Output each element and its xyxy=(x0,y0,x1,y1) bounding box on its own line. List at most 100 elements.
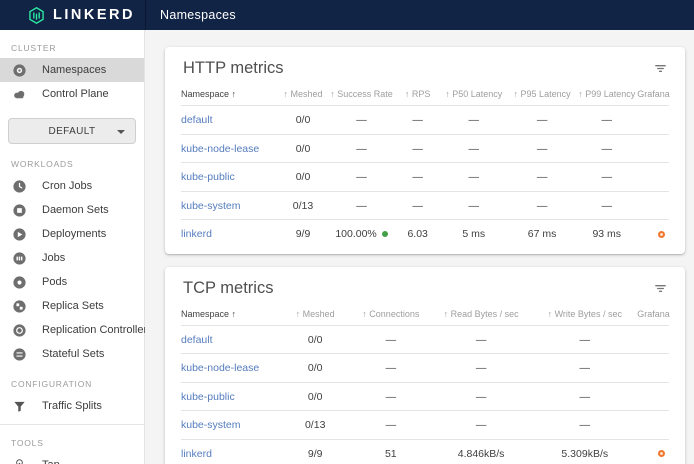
table-row: kube-system 0/13 — — — xyxy=(181,410,669,439)
sidebar-item[interactable]: Daemon Sets xyxy=(0,198,144,222)
sidebar-item[interactable]: Namespaces xyxy=(0,58,144,82)
p50-latency-value: 5 ms xyxy=(439,219,508,248)
sidebar-item[interactable]: Tap xyxy=(0,453,144,464)
daemon-sets-icon xyxy=(12,203,27,218)
tcp-col-read-bytes[interactable]: ↑ Read Bytes / sec xyxy=(443,308,519,319)
http-col-p50-latency[interactable]: ↑ P50 Latency xyxy=(445,89,503,99)
traffic-splits-icon xyxy=(12,399,27,414)
filter-icon[interactable] xyxy=(651,60,669,78)
p50-latency-value: — xyxy=(439,162,508,191)
p95-latency-value: — xyxy=(507,190,577,220)
meshed-value: 0/13 xyxy=(278,190,328,220)
read-bytes-value: — xyxy=(429,324,533,354)
cron-jobs-icon xyxy=(12,179,27,194)
namespace-link[interactable]: kube-public xyxy=(181,390,235,403)
stateful-sets-icon xyxy=(12,347,27,362)
rps-value: — xyxy=(395,190,440,220)
logo-text: LINKERD xyxy=(53,7,135,23)
write-bytes-value: — xyxy=(532,410,638,439)
http-col-p99-latency[interactable]: ↑ P99 Latency xyxy=(578,89,636,99)
sidebar-item-label: Tap xyxy=(42,459,60,464)
sidebar-item[interactable]: Replica Sets xyxy=(0,294,144,318)
sidebar-item-label: Cron Jobs xyxy=(42,180,93,192)
success-rate-value: 100.00% xyxy=(327,219,396,248)
tools-items: Tap Top xyxy=(0,453,144,464)
replica-sets-icon xyxy=(12,299,27,314)
http-table-body: default 0/0 — — — — — kube-node-lease xyxy=(181,105,669,248)
tcp-col-meshed[interactable]: ↑ Meshed xyxy=(295,308,335,319)
p95-latency-value: — xyxy=(507,133,577,163)
connections-value: — xyxy=(351,381,430,411)
section-label-tools: TOOLS xyxy=(11,438,44,448)
namespace-link[interactable]: linkerd xyxy=(181,447,212,460)
linkerd-logo[interactable]: LINKERD xyxy=(0,0,145,30)
namespace-link[interactable]: default xyxy=(181,114,213,126)
table-row: kube-public 0/0 — — — — — xyxy=(181,162,669,191)
main-content: HTTP metrics Namespace ↑ ↑ Meshed ↑ Succ… xyxy=(145,30,694,464)
namespaces-icon xyxy=(12,63,27,78)
read-bytes-value: — xyxy=(429,353,533,382)
grafana-link-icon[interactable] xyxy=(658,450,665,458)
http-col-success-rate[interactable]: ↑ Success Rate xyxy=(330,89,393,99)
sidebar-item-label: Stateful Sets xyxy=(42,348,105,360)
write-bytes-value: — xyxy=(532,381,638,411)
sidebar-item[interactable]: Traffic Splits xyxy=(0,394,144,418)
table-row: default 0/0 — — — — — xyxy=(181,105,669,134)
deployments-icon xyxy=(12,227,27,242)
section-label-configuration: CONFIGURATION xyxy=(11,379,93,389)
table-row: kube-public 0/0 — — — xyxy=(181,381,669,411)
tcp-col-write-bytes[interactable]: ↑ Write Bytes / sec xyxy=(547,308,622,319)
namespace-link[interactable]: kube-public xyxy=(181,171,235,183)
tools-section: TOOLS Tap Top xyxy=(0,424,144,464)
namespace-selector-dropdown[interactable]: DEFAULT xyxy=(8,118,136,144)
tcp-metrics-title: TCP metrics xyxy=(183,278,274,297)
write-bytes-value: — xyxy=(532,324,638,354)
table-row: kube-node-lease 0/0 — — — — — xyxy=(181,133,669,163)
http-col-grafana: Grafana xyxy=(637,89,670,99)
section-label-cluster: CLUSTER xyxy=(11,43,57,53)
table-row: kube-system 0/13 — — — — — xyxy=(181,190,669,220)
sidebar-item[interactable]: Control Plane xyxy=(0,82,144,106)
read-bytes-value: — xyxy=(429,381,533,411)
namespace-link[interactable]: kube-system xyxy=(181,199,241,212)
meshed-value: 0/0 xyxy=(278,162,328,191)
namespace-link[interactable]: kube-node-lease xyxy=(181,142,260,155)
p50-latency-value: — xyxy=(439,105,508,134)
sidebar-item-label: Replication Controllers xyxy=(42,324,153,336)
filter-icon[interactable] xyxy=(651,279,669,297)
tcp-table-header-row: Namespace ↑ ↑ Meshed ↑ Connections ↑ Rea… xyxy=(181,302,670,326)
namespace-link[interactable]: kube-system xyxy=(181,419,241,431)
sidebar-item[interactable]: Cron Jobs xyxy=(0,174,144,198)
sidebar-item-label: Namespaces xyxy=(42,64,107,76)
tcp-col-namespace[interactable]: Namespace ↑ xyxy=(181,308,237,319)
grafana-link-icon[interactable] xyxy=(658,230,665,238)
tcp-metrics-card: TCP metrics Namespace ↑ ↑ Meshed ↑ Conne… xyxy=(165,266,685,464)
tcp-col-connections[interactable]: ↑ Connections xyxy=(362,308,420,319)
http-col-meshed[interactable]: ↑ Meshed xyxy=(283,89,323,99)
namespace-link[interactable]: kube-node-lease xyxy=(181,362,260,374)
namespace-link[interactable]: default xyxy=(181,333,213,346)
sidebar-item[interactable]: Replication Controllers xyxy=(0,318,153,342)
success-rate-value: — xyxy=(327,190,396,220)
section-label-workloads: WORKLOADS xyxy=(11,159,74,169)
namespace-link[interactable]: linkerd xyxy=(181,228,212,240)
http-col-namespace[interactable]: Namespace ↑ xyxy=(181,89,237,99)
control-plane-icon xyxy=(12,87,27,102)
sidebar-item[interactable]: Deployments xyxy=(0,222,144,246)
http-col-rps[interactable]: ↑ RPS xyxy=(404,89,431,99)
http-table-header-row: Namespace ↑ ↑ Meshed ↑ Success Rate ↑ RP… xyxy=(181,82,670,106)
http-col-p95-latency[interactable]: ↑ P95 Latency xyxy=(513,89,571,99)
tcp-table-body: default 0/0 — — — kube-node-lease 0/0 — xyxy=(181,324,669,464)
write-bytes-value: — xyxy=(532,353,638,382)
workloads-items: Cron Jobs Daemon Sets Deployments Jobs xyxy=(0,174,153,366)
p99-latency-value: — xyxy=(576,162,638,191)
sidebar-item-label: Daemon Sets xyxy=(42,204,109,216)
rps-value: — xyxy=(395,133,440,163)
namespace-selector-value: DEFAULT xyxy=(48,125,96,137)
sidebar-item[interactable]: Stateful Sets xyxy=(0,342,144,366)
table-row: linkerd 9/9 100.00% 6.03 5 ms 67 ms 93 m… xyxy=(181,219,669,248)
sidebar-item[interactable]: Pods xyxy=(0,270,144,294)
rps-value: — xyxy=(395,105,440,134)
table-row: kube-node-lease 0/0 — — — xyxy=(181,353,669,382)
sidebar-item[interactable]: Jobs xyxy=(0,246,144,270)
